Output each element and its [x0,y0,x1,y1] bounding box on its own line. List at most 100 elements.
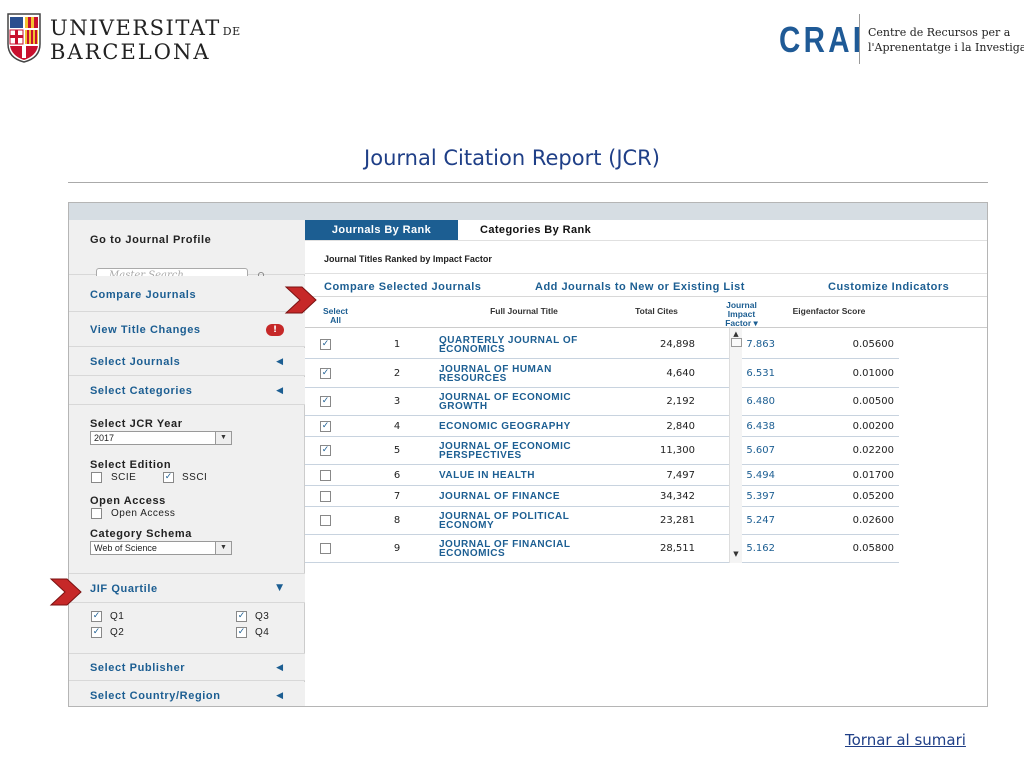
customize-indicators-button[interactable]: Customize Indicators [828,281,950,293]
row-checkbox[interactable] [320,469,331,481]
row-impact-factor: 7.863 [746,339,775,350]
journal-title-link[interactable]: JOURNAL OF ECONOMIC GROWTH [439,392,572,412]
add-to-list-button[interactable]: Add Journals to New or Existing List [535,281,745,293]
journal-title-link[interactable]: JOURNAL OF HUMAN RESOURCES [439,363,552,384]
jif-header-text-1[interactable]: Journal [726,300,757,310]
pointer-arrow-icon [49,578,82,606]
open-access-option: Open Access [111,508,176,519]
row-total-cites: 24,898 [660,339,695,350]
row-total-cites: 34,342 [660,490,695,502]
sidebar-section-compare[interactable]: Compare Journals [69,276,305,312]
jif-header-text-2[interactable]: Impact [727,309,756,319]
row-rank: 9 [393,543,401,554]
select-publisher-label[interactable]: Select Publisher [90,662,186,674]
q4-label: Q4 [255,627,270,638]
row-checkbox[interactable]: ✓ [320,445,331,456]
jif-column-header[interactable]: Journal Impact Factor ▾ [704,301,779,328]
select-all-text-2[interactable]: All [330,315,341,325]
journal-title-link[interactable]: VALUE IN HEALTH [439,469,536,481]
tab-journals-by-rank[interactable]: Journals By Rank [305,220,458,240]
sidebar-section-title-changes[interactable]: View Title Changes ! [69,313,305,347]
table-row: ✓ 4 ECONOMIC GEOGRAPHY 2,840 6.438 0.00200 [305,416,899,437]
row-checkbox[interactable] [320,515,331,526]
compare-selected-button[interactable]: Compare Selected Journals [324,281,482,293]
select-journals-label[interactable]: Select Journals [90,356,181,368]
row-checkbox[interactable]: ✓ [320,396,331,407]
journal-title-link[interactable]: JOURNAL OF ECONOMIC PERSPECTIVES [439,441,572,461]
select-country-label[interactable]: Select Country/Region [90,690,221,702]
table-scrollbar[interactable]: ▲ ▼ [729,328,742,563]
ub-name-line1: UNIVERSITAT DE [50,16,241,40]
crai-divider [859,14,860,64]
q3-label: Q3 [255,611,270,622]
journal-title-link[interactable]: JOURNAL OF FINANCIAL ECONOMICS [439,539,571,559]
row-rank: 6 [393,469,401,481]
table-row: ✓ 1 QUARTERLY JOURNAL OF ECONOMICS 24,898 7.… [305,331,899,359]
sidebar-item-select-journals[interactable]: Select Journals ◀ [69,348,305,376]
row-checkbox[interactable]: ✓ [320,367,331,379]
select-categories-label[interactable]: Select Categories [90,385,193,397]
row-eigenfactor: 0.02600 [852,515,894,526]
row-rank: 2 [393,367,401,379]
q1-label: Q1 [110,611,125,622]
back-to-summary-link[interactable]: Tornar al sumari [845,731,966,749]
title-column-header[interactable]: Full Journal Title [490,306,558,316]
row-eigenfactor: 0.05800 [852,543,894,554]
sidebar-item-select-country[interactable]: Select Country/Region ◀ [69,682,305,706]
jcr-year-value: 2017 [94,433,115,443]
jif-header-text-3[interactable]: Factor ▾ [725,318,758,328]
journal-title-link[interactable]: ECONOMIC GEOGRAPHY [439,420,571,432]
row-rank: 4 [393,420,401,432]
select-all-header[interactable]: Select All [313,307,358,325]
journal-title-link[interactable]: QUARTERLY JOURNAL OF ECONOMICS [439,335,578,355]
category-schema-select[interactable]: Web of Science ▼ [90,541,232,555]
view-title-changes-link[interactable]: View Title Changes [90,324,201,336]
open-access-checkbox[interactable] [91,508,102,519]
compare-journals-link[interactable]: Compare Journals [90,289,197,301]
chevron-left-icon: ◀ [276,357,283,367]
cites-column-header[interactable]: Total Cites [635,306,678,316]
row-rank: 5 [393,445,401,456]
q4-checkbox[interactable]: ✓ [236,627,247,638]
eigenfactor-column-header[interactable]: Eigenfactor Score [792,306,866,316]
row-checkbox[interactable]: ✓ [320,420,331,432]
journal-title-link[interactable]: JOURNAL OF POLITICAL ECONOMY [439,511,570,531]
scroll-thumb[interactable] [731,338,742,347]
scie-checkbox[interactable] [91,472,102,483]
row-checkbox[interactable] [320,490,331,502]
row-impact-factor: 6.531 [746,367,775,379]
ssci-label: SSCI [182,472,208,483]
q3-checkbox[interactable]: ✓ [236,611,247,622]
select-all-text-1[interactable]: Select [322,306,349,316]
row-total-cites: 23,281 [660,515,695,526]
journal-title-link[interactable]: JOURNAL OF FINANCE [439,490,561,502]
row-rank: 7 [393,490,401,502]
row-impact-factor: 5.162 [746,543,775,554]
journal-table: ✓ 1 QUARTERLY JOURNAL OF ECONOMICS 24,898 7.… [305,328,965,563]
table-row: 8 JOURNAL OF POLITICAL ECONOMY 23,281 5.247… [305,507,899,535]
sidebar-item-jif-quartile[interactable]: JIF Quartile ▼ [69,573,305,603]
row-checkbox[interactable]: ✓ [320,339,331,350]
chevron-left-icon: ◀ [276,386,283,396]
chevron-left-icon: ◀ [276,691,283,701]
scroll-down-icon[interactable]: ▼ [733,550,739,558]
row-checkbox[interactable] [320,543,331,554]
row-impact-factor: 5.247 [746,515,775,526]
q2-checkbox[interactable]: ✓ [91,627,102,638]
scroll-up-icon[interactable]: ▲ [733,330,739,338]
jcr-year-select[interactable]: 2017 ▼ [90,431,232,445]
chevron-down-icon: ▼ [215,542,231,554]
tab-categories-by-rank[interactable]: Categories By Rank [480,224,592,236]
row-eigenfactor: 0.05600 [852,339,894,350]
go-to-journal-profile-label: Go to Journal Profile [90,234,212,246]
row-total-cites: 11,300 [660,445,695,456]
open-access-label: Open Access [90,495,166,507]
sidebar-item-select-categories[interactable]: Select Categories ◀ [69,377,305,405]
q1-checkbox[interactable]: ✓ [91,611,102,622]
ranking-caption: Journal Titles Ranked by Impact Factor [324,254,492,264]
scie-label: SCIE [111,472,137,483]
jif-quartile-label[interactable]: JIF Quartile [90,583,158,595]
table-row: 7 JOURNAL OF FINANCE 34,342 5.397 0.05200 [305,486,899,507]
sidebar-item-select-publisher[interactable]: Select Publisher ◀ [69,653,305,681]
ssci-checkbox[interactable]: ✓ [163,472,174,483]
